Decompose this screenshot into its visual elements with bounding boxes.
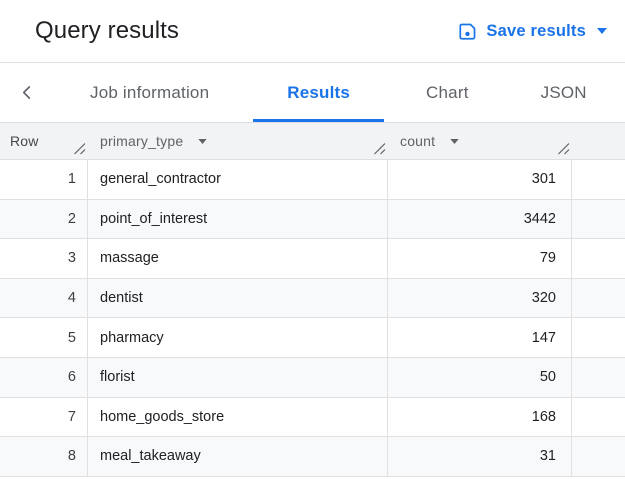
cell-row-number: 2: [0, 199, 88, 239]
table-row: 4 dentist 320: [0, 278, 625, 319]
cell-gutter: [572, 239, 625, 278]
cell-primary-type: meal_takeaway: [88, 437, 388, 476]
cell-count: 168: [388, 397, 572, 437]
cell-row-number: 5: [0, 318, 88, 357]
cell-primary-type: general_contractor: [88, 160, 388, 199]
cell-row-number: 8: [0, 437, 88, 476]
table-row: 5 pharmacy 147: [0, 318, 625, 358]
cell-count: 3442: [388, 199, 572, 239]
results-table-body: 1 general_contractor 301 2 point_of_inte…: [0, 160, 625, 477]
column-header-count[interactable]: count: [388, 123, 572, 159]
column-menu-caret-icon[interactable]: [198, 138, 207, 144]
column-label-primary-type: primary_type: [100, 133, 184, 149]
table-row: 8 meal_takeaway 31: [0, 437, 625, 477]
cell-primary-type: florist: [88, 357, 388, 397]
save-icon: [458, 22, 477, 41]
column-header-primary-type[interactable]: primary_type: [88, 123, 388, 159]
cell-count: 320: [388, 278, 572, 318]
cell-gutter: [572, 279, 625, 318]
panel-header: Query results Save results: [0, 0, 625, 63]
cell-row-number: 7: [0, 397, 88, 437]
cell-gutter: [572, 160, 625, 199]
column-resize-handle[interactable]: [557, 142, 570, 155]
cell-row-number: 3: [0, 239, 88, 278]
table-row: 2 point_of_interest 3442: [0, 199, 625, 240]
cell-primary-type: pharmacy: [88, 318, 388, 357]
cell-row-number: 4: [0, 278, 88, 318]
cell-gutter: [572, 437, 625, 476]
cell-count: 147: [388, 318, 572, 357]
cell-gutter: [572, 318, 625, 357]
column-label-row: Row: [10, 133, 39, 149]
table-row: 7 home_goods_store 168: [0, 397, 625, 438]
column-label-count: count: [400, 133, 436, 149]
cell-primary-type: point_of_interest: [88, 199, 388, 239]
save-results-label: Save results: [486, 21, 586, 40]
tab-json[interactable]: JSON: [513, 63, 615, 122]
column-resize-handle[interactable]: [373, 142, 386, 155]
cell-count: 31: [388, 437, 572, 476]
chevron-left-icon[interactable]: [12, 63, 42, 122]
cell-count: 301: [388, 160, 572, 199]
cell-count: 79: [388, 239, 572, 278]
table-row: 3 massage 79: [0, 239, 625, 279]
tab-job-information[interactable]: Job information: [64, 63, 235, 122]
cell-row-number: 1: [0, 160, 88, 199]
column-header-gutter: [572, 123, 625, 159]
cell-primary-type: dentist: [88, 278, 388, 318]
tab-results[interactable]: Results: [253, 63, 385, 122]
cell-gutter: [572, 358, 625, 397]
cell-count: 50: [388, 357, 572, 397]
save-results-button[interactable]: Save results: [456, 16, 609, 47]
cell-primary-type: massage: [88, 239, 388, 278]
cell-primary-type: home_goods_store: [88, 397, 388, 437]
table-row: 6 florist 50: [0, 357, 625, 398]
table-header: Row primary_type count: [0, 123, 625, 160]
dropdown-caret-icon: [597, 28, 607, 34]
table-row: 1 general_contractor 301: [0, 160, 625, 200]
cell-gutter: [572, 200, 625, 239]
page-title: Query results: [35, 17, 180, 44]
column-menu-caret-icon[interactable]: [450, 138, 459, 144]
tab-chart[interactable]: Chart: [398, 63, 497, 122]
cell-gutter: [572, 398, 625, 437]
results-tabbar: Job information Results Chart JSON: [0, 63, 625, 123]
cell-row-number: 6: [0, 357, 88, 397]
column-header-row: Row: [0, 123, 88, 159]
column-resize-handle[interactable]: [73, 142, 86, 155]
